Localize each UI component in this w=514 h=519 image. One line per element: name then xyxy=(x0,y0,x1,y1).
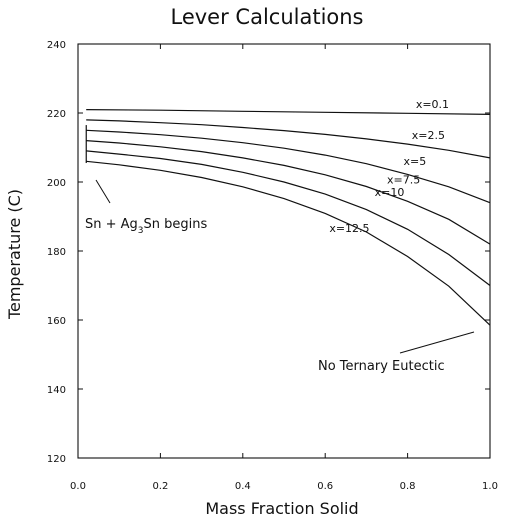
series-label-x-7-5: x=7.5 xyxy=(387,174,420,187)
y-tick-label: 140 xyxy=(47,385,66,396)
y-tick-label: 180 xyxy=(47,247,66,258)
series-label-x-5: x=5 xyxy=(403,155,426,168)
x-tick-label: 0.6 xyxy=(317,481,333,492)
series-line-x-5 xyxy=(86,129,491,204)
series-line-x-7-5 xyxy=(86,140,491,245)
y-axis: 120 140 160 180 200 220 240 xyxy=(47,40,490,465)
y-tick-label: 120 xyxy=(47,454,66,465)
x-tick-label: 0.2 xyxy=(152,481,168,492)
series-lines xyxy=(85,109,491,326)
y-axis-title: Temperature (C) xyxy=(5,189,24,320)
start-annotation: Sn + Ag3Sn begins xyxy=(85,217,208,236)
start-annotation-pointer xyxy=(95,179,111,204)
series-line-x-10 xyxy=(86,150,491,286)
y-tick-label: 160 xyxy=(47,316,66,327)
x-tick-label: 1.0 xyxy=(482,481,498,492)
x-axis-title: Mass Fraction Solid xyxy=(205,499,358,518)
chart-title: Lever Calculations xyxy=(171,5,364,29)
y-tick-label: 220 xyxy=(47,109,66,120)
y-tick-label: 200 xyxy=(47,178,66,189)
series-line-x-0-1 xyxy=(86,109,491,115)
series-label-x-10: x=10 xyxy=(375,186,405,199)
series-line-x-12-5 xyxy=(86,160,491,326)
x-tick-label: 0.4 xyxy=(235,481,251,492)
x-tick-label: 0.8 xyxy=(400,481,416,492)
series-line-x-2-5 xyxy=(86,119,491,159)
end-annotation: No Ternary Eutectic xyxy=(318,359,445,374)
x-axis: 0.0 0.2 0.4 0.6 0.8 1.0 xyxy=(70,44,498,492)
series-labels: x=0.1 x=2.5 x=5 x=7.5x=10 x=12.5 xyxy=(329,98,449,235)
series-label-x-2-5: x=2.5 xyxy=(412,129,445,142)
end-annotation-pointer xyxy=(399,331,475,354)
series-label-x-12-5: x=12.5 xyxy=(329,222,369,235)
x-tick-label: 0.0 xyxy=(70,481,86,492)
series-label-x-0-1: x=0.1 xyxy=(416,98,449,111)
y-tick-label: 240 xyxy=(47,40,66,51)
